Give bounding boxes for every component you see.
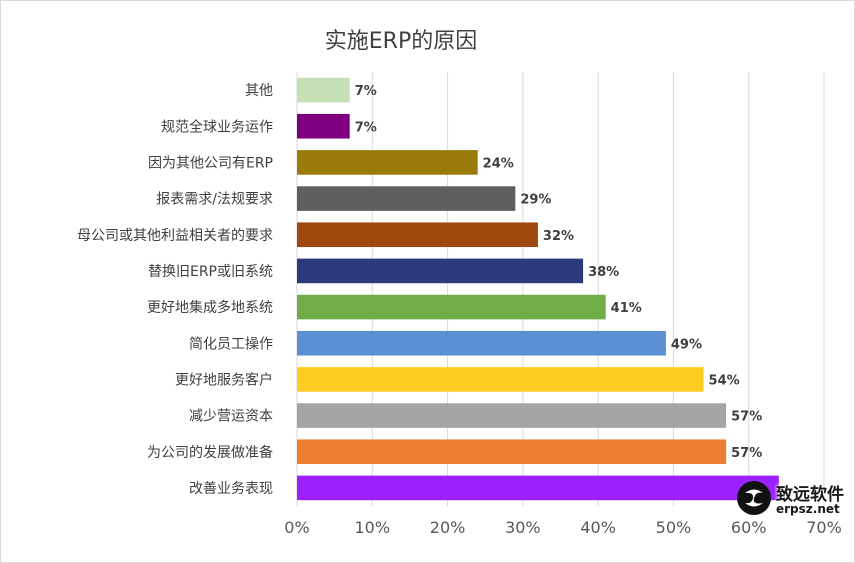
category-label: 母公司或其他利益相关者的要求: [77, 228, 273, 244]
watermark-brand: 致远软件: [776, 485, 844, 505]
x-tick-label: 20%: [430, 518, 466, 537]
data-label: 32%: [543, 229, 574, 244]
category-label: 减少营运资本: [189, 409, 273, 425]
data-label: 38%: [588, 265, 619, 280]
data-label: 57%: [731, 410, 762, 425]
gridlines: [296, 72, 825, 506]
category-label: 改善业务表现: [189, 481, 273, 497]
category-label: 更好地服务客户: [175, 371, 273, 388]
data-label: 7%: [355, 84, 377, 99]
watermark-url: erpsz.net: [776, 502, 840, 516]
data-label: 54%: [709, 373, 740, 388]
x-tick-label: 10%: [355, 518, 391, 537]
x-tick-label: 40%: [580, 518, 616, 537]
category-label: 简化员工操作: [189, 335, 273, 352]
bar: [297, 403, 727, 428]
data-label: 41%: [611, 301, 642, 316]
category-label: 规范全球业务运作: [161, 118, 273, 135]
x-tick-label: 60%: [731, 518, 767, 537]
chart-title: 实施ERP的原因: [324, 29, 478, 54]
bar: [297, 330, 666, 356]
category-label: 其他: [245, 83, 273, 99]
bar: [297, 186, 516, 211]
category-label: 更好地集成多地系统: [147, 299, 273, 316]
bar: [297, 113, 350, 139]
bar: [297, 222, 538, 248]
bar: [297, 475, 779, 501]
data-label: 49%: [671, 337, 702, 352]
category-label: 因为其他公司有ERP: [148, 155, 273, 171]
bar: [297, 439, 727, 465]
x-tick-label: 0%: [284, 518, 309, 537]
watermark: 致远软件 erpsz.net: [730, 474, 854, 522]
category-label: 为公司的发展做准备: [147, 444, 273, 461]
data-label: 29%: [520, 193, 551, 208]
data-label: 57%: [731, 446, 762, 461]
data-label: 7%: [355, 120, 377, 135]
category-label: 替换旧ERP或旧系统: [148, 263, 273, 280]
data-label: 24%: [483, 156, 514, 171]
category-label: 报表需求/法规要求: [156, 192, 273, 208]
x-tick-label: 30%: [505, 518, 541, 537]
bar: [297, 294, 606, 320]
bar: [297, 77, 350, 103]
x-tick-label: 70%: [806, 518, 842, 537]
watermark-logo-icon: [737, 481, 771, 515]
bars: [297, 77, 779, 501]
bar: [297, 258, 584, 284]
x-tick-label: 50%: [656, 518, 692, 537]
bar: [297, 150, 478, 175]
labels: 0% 10% 20% 30% 40% 50% 60% 70% 其他 7% 规范全球业务运作 7% 因为其…: [77, 83, 842, 537]
bar: [297, 367, 704, 392]
